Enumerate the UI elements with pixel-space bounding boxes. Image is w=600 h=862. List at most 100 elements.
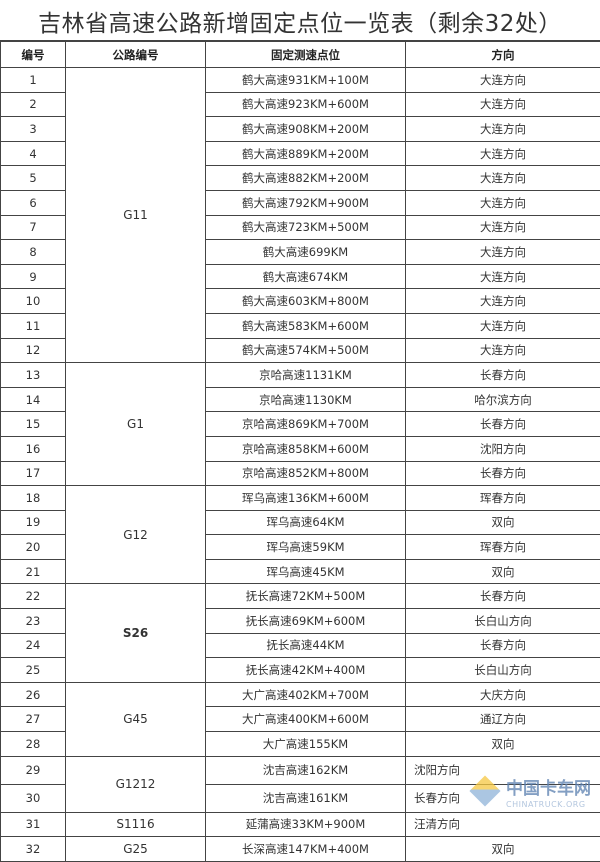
camera-location: 京哈高速852KM+800M xyxy=(206,461,406,486)
direction: 通辽方向 xyxy=(406,707,600,732)
direction: 长白山方向 xyxy=(406,609,600,634)
direction: 双向 xyxy=(406,732,600,757)
direction: 沈阳方向 xyxy=(406,756,600,784)
direction: 珲春方向 xyxy=(406,486,600,511)
camera-location: 鹤大高速603KM+800M xyxy=(206,289,406,314)
direction: 大连方向 xyxy=(406,313,600,338)
direction: 大连方向 xyxy=(406,166,600,191)
direction: 长春方向 xyxy=(406,461,600,486)
direction: 哈尔滨方向 xyxy=(406,387,600,412)
camera-location: 鹤大高速723KM+500M xyxy=(206,215,406,240)
road-code: G1 xyxy=(66,363,206,486)
direction: 长春方向 xyxy=(406,584,600,609)
row-number: 13 xyxy=(1,363,66,388)
camera-location: 抚长高速69KM+600M xyxy=(206,609,406,634)
header-road: 公路编号 xyxy=(66,41,206,68)
direction: 大连方向 xyxy=(406,141,600,166)
camera-location: 大广高速402KM+700M xyxy=(206,682,406,707)
direction: 大连方向 xyxy=(406,92,600,117)
row-number: 23 xyxy=(1,609,66,634)
road-code: G45 xyxy=(66,682,206,756)
header-number: 编号 xyxy=(1,41,66,68)
camera-location: 鹤大高速923KM+600M xyxy=(206,92,406,117)
row-number: 20 xyxy=(1,535,66,560)
row-number: 28 xyxy=(1,732,66,757)
camera-location: 京哈高速858KM+600M xyxy=(206,436,406,461)
direction: 大连方向 xyxy=(406,68,600,93)
direction: 大连方向 xyxy=(406,289,600,314)
camera-location: 沈吉高速161KM xyxy=(206,784,406,812)
row-number: 8 xyxy=(1,240,66,265)
direction: 大连方向 xyxy=(406,190,600,215)
camera-location: 抚长高速44KM xyxy=(206,633,406,658)
direction: 双向 xyxy=(406,837,600,862)
direction: 双向 xyxy=(406,559,600,584)
direction: 沈阳方向 xyxy=(406,436,600,461)
road-code: G1212 xyxy=(66,756,206,812)
row-number: 1 xyxy=(1,68,66,93)
direction: 长春方向 xyxy=(406,633,600,658)
direction: 大连方向 xyxy=(406,264,600,289)
camera-location: 大广高速155KM xyxy=(206,732,406,757)
camera-location: 鹤大高速792KM+900M xyxy=(206,190,406,215)
camera-location: 京哈高速1131KM xyxy=(206,363,406,388)
row-number: 22 xyxy=(1,584,66,609)
direction: 珲春方向 xyxy=(406,535,600,560)
camera-location: 京哈高速869KM+700M xyxy=(206,412,406,437)
row-number: 9 xyxy=(1,264,66,289)
direction: 长春方向 xyxy=(406,412,600,437)
row-number: 15 xyxy=(1,412,66,437)
row-number: 10 xyxy=(1,289,66,314)
row-number: 14 xyxy=(1,387,66,412)
row-number: 6 xyxy=(1,190,66,215)
camera-location: 珲乌高速45KM xyxy=(206,559,406,584)
direction: 大连方向 xyxy=(406,338,600,363)
row-number: 11 xyxy=(1,313,66,338)
direction: 大庆方向 xyxy=(406,682,600,707)
direction: 长白山方向 xyxy=(406,658,600,683)
camera-location: 沈吉高速162KM xyxy=(206,756,406,784)
direction: 长春方向 xyxy=(406,784,600,812)
camera-location: 鹤大高速699KM xyxy=(206,240,406,265)
row-number: 31 xyxy=(1,812,66,837)
camera-location: 京哈高速1130KM xyxy=(206,387,406,412)
camera-location: 鹤大高速931KM+100M xyxy=(206,68,406,93)
row-number: 25 xyxy=(1,658,66,683)
camera-location: 延蒲高速33KM+900M xyxy=(206,812,406,837)
row-number: 16 xyxy=(1,436,66,461)
camera-location: 鹤大高速574KM+500M xyxy=(206,338,406,363)
camera-location: 大广高速400KM+600M xyxy=(206,707,406,732)
camera-location: 鹤大高速583KM+600M xyxy=(206,313,406,338)
direction: 汪清方向 xyxy=(406,812,600,837)
camera-location: 鹤大高速674KM xyxy=(206,264,406,289)
row-number: 29 xyxy=(1,756,66,784)
camera-location: 珲乌高速64KM xyxy=(206,510,406,535)
row-number: 21 xyxy=(1,559,66,584)
road-code: S1116 xyxy=(66,812,206,837)
row-number: 24 xyxy=(1,633,66,658)
page-title: 吉林省高速公路新增固定点位一览表（剩余32处） xyxy=(0,4,600,38)
direction: 双向 xyxy=(406,510,600,535)
row-number: 12 xyxy=(1,338,66,363)
row-number: 32 xyxy=(1,837,66,862)
road-code: S26 xyxy=(66,584,206,682)
direction: 大连方向 xyxy=(406,117,600,142)
row-number: 27 xyxy=(1,707,66,732)
road-code: G25 xyxy=(66,837,206,862)
row-number: 19 xyxy=(1,510,66,535)
direction: 大连方向 xyxy=(406,215,600,240)
camera-location: 鹤大高速908KM+200M xyxy=(206,117,406,142)
row-number: 18 xyxy=(1,486,66,511)
road-code: G11 xyxy=(66,68,206,363)
row-number: 26 xyxy=(1,682,66,707)
row-number: 4 xyxy=(1,141,66,166)
camera-location: 珲乌高速59KM xyxy=(206,535,406,560)
row-number: 5 xyxy=(1,166,66,191)
direction: 大连方向 xyxy=(406,240,600,265)
